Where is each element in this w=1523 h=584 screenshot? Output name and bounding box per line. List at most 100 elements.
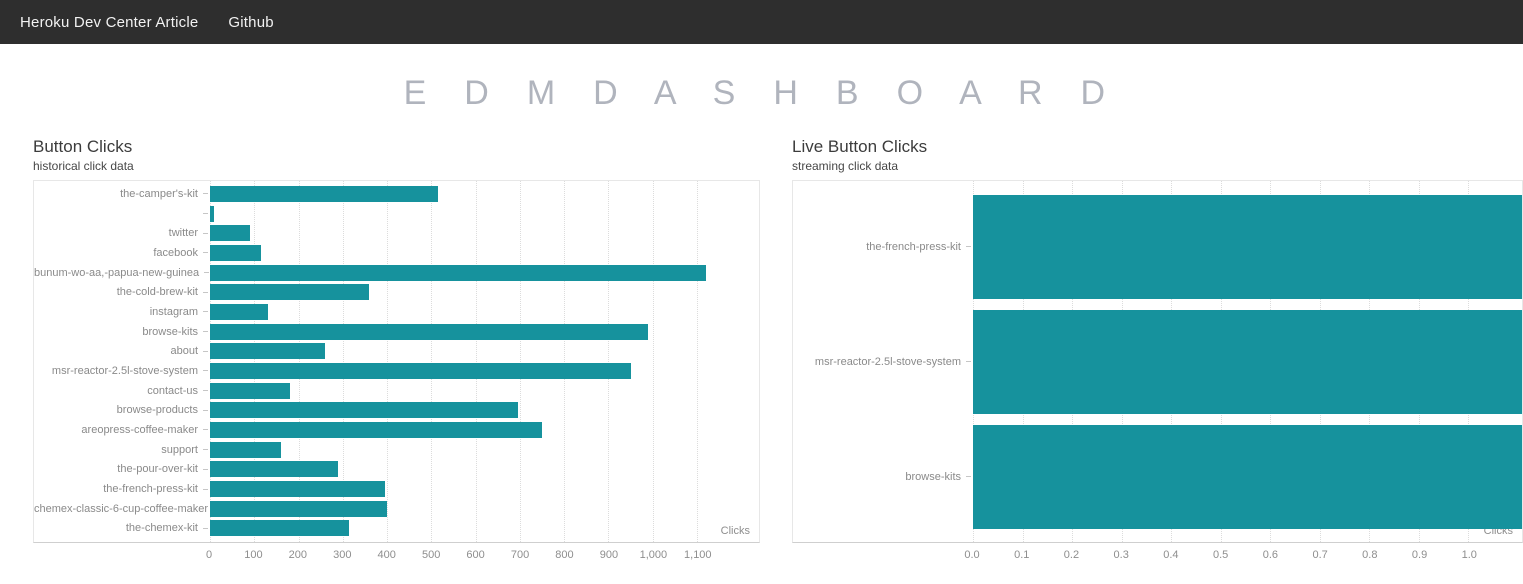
category-label: instagram bbox=[34, 306, 210, 318]
bar-track bbox=[973, 419, 1522, 534]
x-axis-tick-label: 0.0 bbox=[964, 549, 980, 561]
bar-track bbox=[210, 282, 759, 302]
x-axis-tick-label: 0 bbox=[205, 549, 213, 561]
category-label: about bbox=[34, 345, 210, 357]
chart-row: about bbox=[34, 341, 759, 361]
bar-track bbox=[973, 189, 1522, 304]
category-label: the-pour-over-kit bbox=[34, 463, 210, 475]
category-label: areopress-coffee-maker bbox=[34, 424, 210, 436]
chart-row: the-pour-over-kit bbox=[34, 459, 759, 479]
bar bbox=[973, 309, 1522, 414]
category-label: the-french-press-kit bbox=[34, 483, 210, 495]
gridlines-layer bbox=[210, 181, 759, 542]
category-label: chemex-classic-6-cup-coffee-maker bbox=[34, 502, 209, 515]
category-label: msr-reactor-2.5l-stove-system bbox=[34, 365, 210, 377]
chart-row: browse-kits bbox=[793, 419, 1522, 534]
nav-link-github[interactable]: Github bbox=[228, 13, 274, 31]
x-axis: 0 100 200 300 400 500 600 700 800 900 1,000 1,100 bbox=[205, 547, 760, 567]
chart-row: facebook bbox=[34, 243, 759, 263]
bar-track bbox=[210, 243, 759, 263]
chart-row: msr-reactor-2.5l-stove-system bbox=[34, 361, 759, 381]
bar bbox=[210, 402, 518, 419]
x-axis-tick-label: 0.8 bbox=[1362, 549, 1378, 561]
x-axis-tick-label: 0.9 bbox=[1411, 549, 1428, 561]
gridline bbox=[564, 181, 566, 542]
bar bbox=[210, 343, 326, 360]
bar-track bbox=[210, 223, 759, 243]
category-label: contact-us bbox=[34, 385, 210, 397]
x-axis: 0.0 0.1 0.2 0.3 0.4 0.5 0.6 0.7 0.8 0.9 1.0 bbox=[964, 547, 1523, 567]
chart-row: browse-products bbox=[34, 400, 759, 420]
x-axis-tick-label: 100 bbox=[244, 549, 263, 561]
bar bbox=[210, 284, 370, 301]
bar bbox=[210, 441, 281, 458]
bar-track bbox=[210, 341, 759, 361]
chart-row: instagram bbox=[34, 302, 759, 322]
category-label: msr-reactor-2.5l-stove-system bbox=[793, 356, 973, 368]
bar-track bbox=[210, 499, 759, 519]
chart-row: the-french-press-kit bbox=[793, 189, 1522, 304]
bar bbox=[210, 461, 339, 478]
bar bbox=[210, 520, 350, 537]
x-axis-tick-label: 400 bbox=[377, 549, 396, 561]
x-axis-tick-label: 0.6 bbox=[1262, 549, 1279, 561]
gridline bbox=[254, 181, 256, 542]
chart-row: support bbox=[34, 440, 759, 460]
bar bbox=[210, 264, 706, 281]
chart-row: the-french-press-kit bbox=[34, 479, 759, 499]
chart-subtitle: historical click data bbox=[33, 159, 134, 173]
gridline bbox=[608, 181, 610, 542]
category-label: the-cold-brew-kit bbox=[34, 286, 210, 298]
x-axis-tick-label: 0.4 bbox=[1163, 549, 1179, 561]
bar-track bbox=[210, 204, 759, 224]
gridline bbox=[387, 181, 389, 542]
gridline bbox=[652, 181, 654, 542]
bars-layer: the-camper's-kit twitter facebook bunum-wo-… bbox=[34, 181, 759, 542]
chart-row: the-chemex-kit bbox=[34, 518, 759, 538]
chart-title: Button Clicks bbox=[33, 137, 133, 156]
category-label: browse-kits bbox=[34, 326, 210, 338]
bar-track bbox=[210, 361, 759, 381]
bar bbox=[210, 303, 268, 320]
category-label: the-chemex-kit bbox=[34, 522, 210, 534]
x-axis-tick-label: 1,100 bbox=[684, 549, 712, 561]
chart-row: msr-reactor-2.5l-stove-system bbox=[793, 304, 1522, 419]
historical-button-clicks-chart: Button Clicks historical click data Clic… bbox=[33, 137, 760, 567]
x-axis-tick-label: 300 bbox=[333, 549, 352, 561]
x-axis-tick-label: 200 bbox=[288, 549, 308, 561]
dashboard: Button Clicks historical click data Clic… bbox=[0, 137, 1523, 567]
live-button-clicks-chart: Live Button Clicks streaming click data … bbox=[792, 137, 1523, 567]
gridline bbox=[475, 181, 477, 542]
chart-row: contact-us bbox=[34, 381, 759, 401]
chart-row: areopress-coffee-maker bbox=[34, 420, 759, 440]
bar-track bbox=[210, 381, 759, 401]
gridline bbox=[342, 181, 344, 542]
bars-layer: the-french-press-kit msr-reactor-2.5l-sto… bbox=[793, 181, 1522, 542]
gridline bbox=[697, 181, 699, 542]
plot-area: Clicks the-camper's-kit twitter facebook bu… bbox=[33, 180, 760, 543]
bar bbox=[210, 480, 385, 497]
x-axis-tick-label: 0.2 bbox=[1063, 549, 1080, 561]
bar bbox=[210, 421, 543, 438]
category-label: twitter bbox=[34, 227, 210, 239]
x-axis-tick-label: 0.5 bbox=[1212, 549, 1229, 561]
chart-row: browse-kits bbox=[34, 322, 759, 342]
bar-track bbox=[210, 302, 759, 322]
bar-track bbox=[210, 184, 759, 204]
bar-track bbox=[210, 479, 759, 499]
bar bbox=[210, 382, 290, 399]
category-label: facebook bbox=[34, 247, 210, 259]
category-label: browse-products bbox=[34, 404, 210, 416]
chart-title: Live Button Clicks bbox=[792, 137, 928, 156]
nav-link-heroku-dev-center-article[interactable]: Heroku Dev Center Article bbox=[20, 13, 199, 31]
bar-track bbox=[210, 459, 759, 479]
gridline bbox=[210, 181, 211, 542]
x-axis-tick-label: 1.0 bbox=[1461, 549, 1477, 561]
category-label: the-french-press-kit bbox=[793, 241, 973, 253]
chart-row: the-cold-brew-kit bbox=[34, 282, 759, 302]
bar bbox=[210, 323, 649, 340]
gridline bbox=[298, 181, 300, 542]
bar-track bbox=[210, 518, 759, 538]
bar-track bbox=[210, 322, 759, 342]
x-axis-tick-label: 700 bbox=[510, 549, 530, 561]
